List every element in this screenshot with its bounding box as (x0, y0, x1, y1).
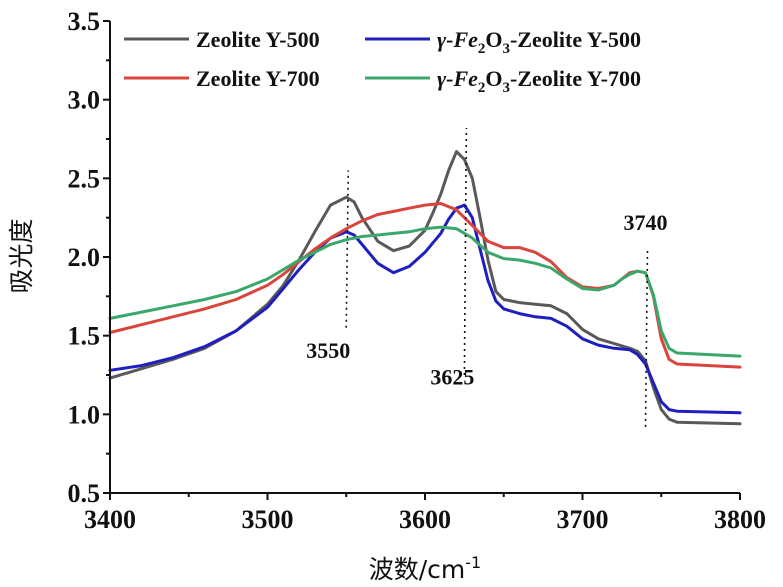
legend-text-part: 3 (503, 80, 511, 96)
legend: Zeolite Y-500 γ-Fe2O3-Zeolite Y-500Zeolit… (124, 27, 641, 96)
annotation-label-3625: 3625 (430, 365, 474, 390)
y-tick-label: 0.5 (68, 479, 101, 508)
legend-text-part: 3 (503, 41, 511, 57)
legend-label-1: Zeolite Y-500 (196, 27, 320, 52)
annotation-layer: 3550 3625 3740 (306, 127, 668, 427)
series-line-4 (108, 225, 742, 358)
annotation-line-3625 (463, 127, 468, 376)
annotation-line-3550 (345, 170, 350, 328)
legend-text-part: 2 (478, 41, 486, 57)
y-tick-label: 2.0 (68, 243, 101, 272)
legend-text-part: O (485, 27, 502, 52)
legend-text-part: Zeolite Y-500 (196, 27, 320, 52)
legend-text-part: -Zeolite Y-500 (510, 27, 641, 52)
series-layer (108, 150, 742, 426)
x-axis-title-superscript: -1 (465, 553, 481, 572)
y-tick-label: 2.5 (68, 164, 101, 193)
x-tick-label: 3400 (84, 505, 136, 534)
legend-text-part: 2 (478, 80, 486, 96)
legend-label-3: Zeolite Y-700 (196, 66, 320, 91)
x-axis-title-main: 波数/cm (369, 555, 466, 584)
legend-label-4: γ-Fe2O3-Zeolite Y-700 (437, 66, 641, 96)
legend-text-part: O (485, 66, 502, 91)
legend-text-part: -Zeolite Y-700 (510, 66, 641, 91)
annotation-label-3550: 3550 (306, 338, 350, 363)
axes-layer: 3400 3500 3600 3700 3800 0.5 1.0 1.5 2.0 2.5 3.0 3.… (68, 7, 767, 534)
y-tick-label: 3.0 (68, 86, 101, 115)
y-axis-title: 吸光度 (7, 218, 36, 293)
y-tick-label: 3.5 (68, 7, 101, 36)
x-tick-label: 3500 (242, 505, 294, 534)
legend-text-part: γ-Fe (437, 27, 478, 52)
x-tick-label: 3700 (557, 505, 609, 534)
legend-label-2: γ-Fe2O3-Zeolite Y-500 (437, 27, 641, 57)
x-tick-label: 3600 (399, 505, 451, 534)
x-tick-label: 3800 (714, 505, 766, 534)
series-line-2 (108, 203, 742, 415)
y-tick-label: 1.5 (68, 322, 101, 351)
x-axis-title: 波数/cm-1 (369, 553, 481, 584)
legend-text-part: Zeolite Y-700 (196, 66, 320, 91)
y-tick-label: 1.0 (68, 400, 101, 429)
annotation-label-3740: 3740 (624, 210, 668, 235)
legend-text-part: γ-Fe (437, 66, 478, 91)
